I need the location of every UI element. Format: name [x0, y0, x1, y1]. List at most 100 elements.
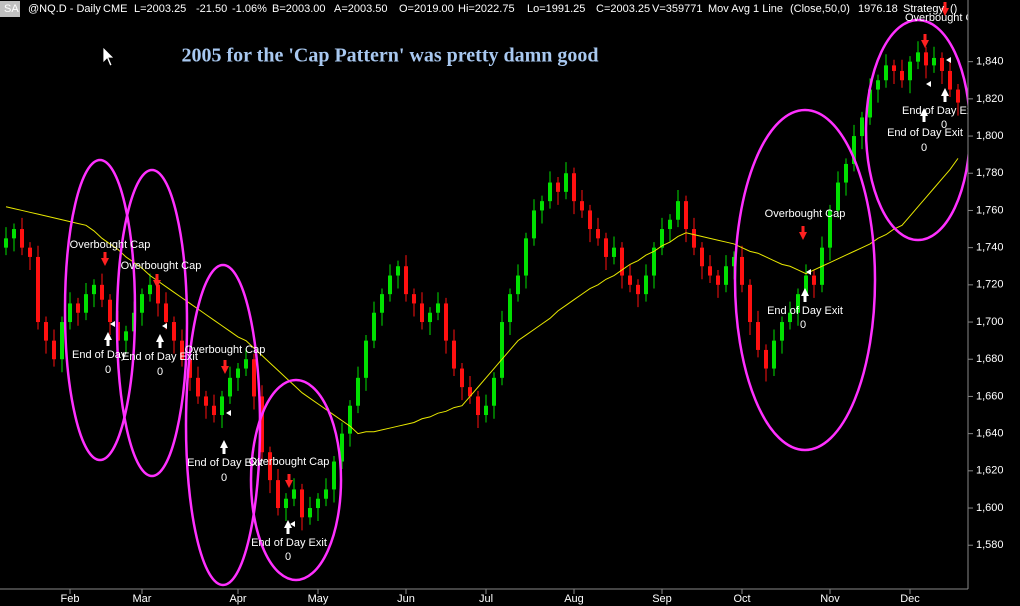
candle-body [732, 256, 736, 267]
x-tick-label: Jun [397, 593, 415, 605]
candle-body [508, 294, 512, 323]
candle-body [924, 52, 928, 66]
candle-body [276, 480, 280, 509]
candle-body [940, 57, 944, 71]
candle-body [652, 247, 656, 276]
candle-body [612, 247, 616, 257]
y-tick-label: 1,760 [976, 204, 1004, 216]
candle-body [228, 377, 232, 397]
x-tick-label: Oct [733, 593, 750, 605]
annotation: Overbought Cap [121, 260, 202, 272]
header-item: -21.50 [196, 3, 227, 15]
candle-body [428, 312, 432, 323]
candle-body [212, 405, 216, 416]
candle-body [220, 396, 224, 416]
exit-value: 0 [285, 551, 291, 563]
x-tick-label: Mar [133, 593, 152, 605]
exit-arrow [284, 520, 292, 534]
candle-body [404, 266, 408, 295]
candle-body [540, 201, 544, 211]
annotation: End of Day Exit [122, 351, 198, 363]
candle-body [100, 284, 104, 300]
exit-arrow [801, 288, 809, 302]
exit-marker [926, 81, 931, 87]
candle-body [28, 247, 32, 257]
x-tick-label: Feb [61, 593, 80, 605]
header: SA @NQ.D - Daily CME L=2003.25 -21.50 -1.06% B… [4, 3, 957, 15]
exit-arrow [220, 440, 228, 454]
candle-body [60, 322, 64, 360]
annotation: Overbought Cap [249, 456, 330, 468]
candle-body [492, 377, 496, 406]
exit-value: 0 [221, 472, 227, 484]
y-tick-label: 1,800 [976, 130, 1004, 142]
candle-body [148, 284, 152, 295]
annotation: Overbought Cap [185, 344, 266, 356]
highlight-circle [733, 108, 877, 452]
annotation: End of Day Exit [887, 127, 963, 139]
annotation: End of Day Exit [767, 305, 843, 317]
candle-body [788, 312, 792, 323]
x-tick-label: May [308, 593, 329, 605]
entry-arrow [101, 252, 109, 266]
candle-body [764, 349, 768, 369]
x-tick-label: Jul [479, 593, 493, 605]
annotation: End of Day Exit [251, 537, 327, 549]
candle-body [348, 405, 352, 434]
header-item: A=2003.50 [334, 3, 388, 15]
candle-body [812, 275, 816, 285]
candle-body [668, 219, 672, 230]
candle-body [236, 368, 240, 378]
candle-body [460, 368, 464, 388]
candle-body [476, 396, 480, 416]
candle-body [52, 340, 56, 360]
entry-arrow [221, 360, 229, 374]
header-item: Hi=2022.75 [458, 3, 515, 15]
candle-body [180, 340, 184, 360]
candle-body [828, 210, 832, 248]
exit-value: 0 [800, 319, 806, 331]
candle-body [588, 210, 592, 230]
chart-title: 2005 for the 'Cap Pattern' was pretty da… [181, 45, 598, 67]
header-item: O=2019.00 [399, 3, 454, 15]
candle-body [44, 322, 48, 341]
y-axis-panel [968, 0, 1020, 606]
candle-body [804, 275, 808, 295]
moving-average-line [5, 158, 959, 435]
exit-marker [806, 269, 811, 275]
annotation: End of Day [72, 349, 127, 361]
candle-body [916, 52, 920, 62]
candle-body [300, 489, 304, 518]
exit-value: 0 [941, 119, 947, 131]
candle-body [516, 275, 520, 295]
candle-body [292, 489, 296, 499]
candle-body [468, 387, 472, 397]
candle-body [580, 201, 584, 211]
x-tick-label: Apr [229, 593, 246, 605]
candle-body [772, 340, 776, 369]
candle-body [12, 229, 16, 239]
candle-body [596, 229, 600, 239]
candle-body [316, 498, 320, 509]
candle-body [452, 340, 456, 369]
candle-body [628, 275, 632, 285]
y-tick-label: 1,820 [976, 93, 1004, 105]
candle-body [188, 359, 192, 378]
candle-body [620, 247, 624, 276]
candle-body [140, 294, 144, 313]
header-item: V=359771 [652, 3, 702, 15]
candle-body [340, 433, 344, 462]
candle-body [84, 294, 88, 313]
annotation: Overbought Cap [70, 239, 151, 251]
candle-body [356, 377, 360, 406]
exit-value: 0 [921, 142, 927, 154]
candle-body [700, 247, 704, 267]
candle-body [388, 275, 392, 295]
candle-body [108, 299, 112, 323]
annotation: Overbought Cap [765, 208, 846, 220]
y-tick-label: 1,840 [976, 56, 1004, 68]
candle-body [572, 173, 576, 202]
candle-body [884, 65, 888, 81]
exit-marker [290, 521, 295, 527]
candle-body [708, 266, 712, 276]
